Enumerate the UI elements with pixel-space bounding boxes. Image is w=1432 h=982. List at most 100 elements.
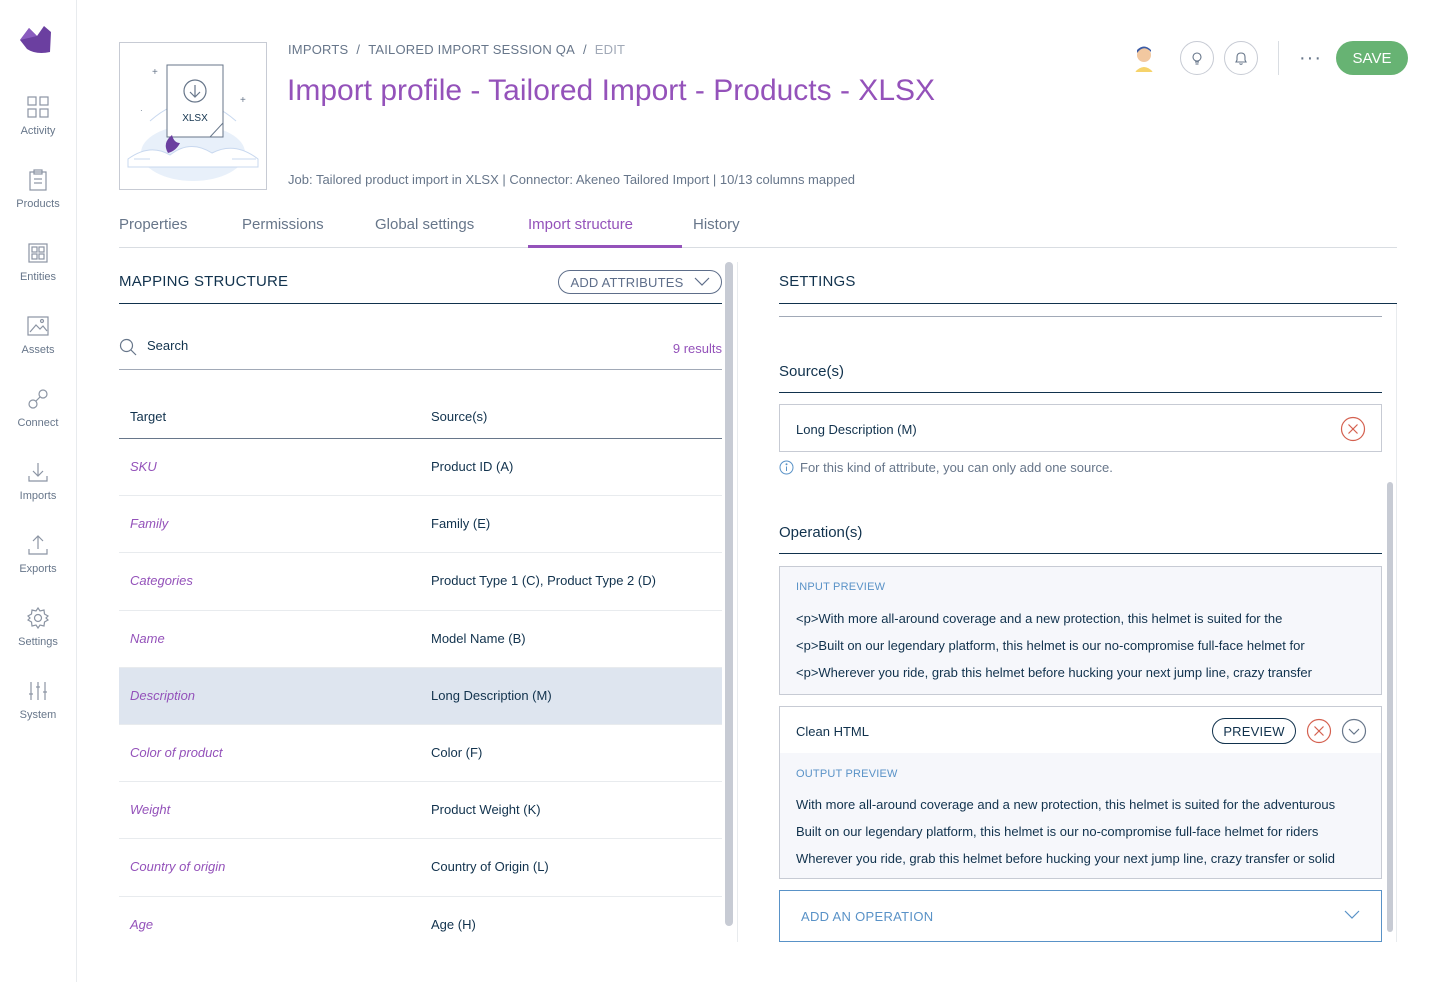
settings-scrollbar[interactable]: [1387, 482, 1393, 932]
akeneo-logo[interactable]: [17, 22, 53, 58]
settings-title: SETTINGS: [779, 273, 856, 290]
mapping-table: Target Source(s) SKU Product ID (A) Famil…: [119, 396, 722, 954]
input-preview-line: <p>Built on our legendary platform, this…: [796, 638, 1305, 653]
source-item: Long Description (M): [779, 404, 1382, 452]
active-tab-indicator: [528, 245, 682, 248]
assets-icon: [27, 316, 49, 336]
results-count: 9 results: [672, 341, 722, 356]
imports-icon: [28, 463, 48, 482]
connect-icon: [28, 389, 48, 409]
more-options-button[interactable]: ···: [1299, 47, 1322, 69]
input-preview-title: INPUT PREVIEW: [796, 581, 886, 593]
remove-operation-icon[interactable]: [1306, 718, 1332, 744]
table-row[interactable]: Country of origin Country of Origin (L): [119, 839, 722, 897]
tab-permissions[interactable]: Permissions: [242, 216, 324, 233]
input-preview-line: <p>With more all-around coverage and a n…: [796, 611, 1283, 626]
search-icon: [119, 338, 137, 356]
page-subtitle: Job: Tailored product import in XLSX | C…: [288, 172, 856, 187]
settings-scroll-track: [1396, 304, 1397, 942]
output-preview-title: OUTPUT PREVIEW: [796, 768, 898, 780]
tab-import-structure[interactable]: Import structure: [528, 216, 634, 233]
operations-title: Operation(s): [779, 524, 863, 541]
tab-bar: Properties Permissions Global settings I…: [119, 208, 1397, 248]
products-icon: [29, 169, 47, 191]
row-target: Country of origin: [130, 859, 226, 875]
operation-label: Clean HTML: [796, 724, 869, 739]
row-source: Family (E): [431, 516, 491, 532]
sidebar-item-label: Assets: [21, 344, 55, 356]
source-label: Long Description (M): [796, 422, 917, 437]
breadcrumb: IMPORTS / TAILORED IMPORT SESSION QA / EDIT: [288, 42, 626, 57]
row-target: Name: [130, 630, 165, 646]
sidebar-item-label: Connect: [17, 417, 59, 429]
sidebar-item-entities[interactable]: Entities: [0, 242, 76, 302]
sources-title: Source(s): [779, 363, 845, 380]
mapping-scrollbar[interactable]: [725, 262, 733, 926]
row-target: Family: [130, 516, 169, 532]
column-header-target: Target: [130, 409, 167, 424]
breadcrumb-imports[interactable]: IMPORTS: [288, 42, 349, 57]
remove-source-icon[interactable]: [1340, 416, 1366, 442]
mapping-structure-title: MAPPING STRUCTURE: [119, 273, 289, 290]
table-row-selected[interactable]: Description Long Description (M): [119, 667, 722, 725]
header-actions: ··· SAVE: [1128, 40, 1408, 76]
input-preview-line: <p>Wherever you ride, grab this helmet b…: [796, 665, 1312, 680]
sidebar-item-label: Activity: [20, 125, 56, 137]
save-button[interactable]: SAVE: [1336, 41, 1408, 75]
operation-clean-html: Clean HTML PREVIEW: [779, 706, 1382, 754]
sidebar-item-settings[interactable]: Settings: [0, 607, 76, 667]
preview-button[interactable]: PREVIEW: [1212, 718, 1296, 744]
table-row[interactable]: Weight Product Weight (K): [119, 782, 722, 840]
sidebar-item-label: Settings: [18, 636, 58, 648]
table-row[interactable]: Color of product Color (F): [119, 725, 722, 783]
sidebar-item-activity[interactable]: Activity: [0, 96, 76, 156]
sidebar-item-system[interactable]: System: [0, 680, 76, 740]
tab-global-settings[interactable]: Global settings: [375, 216, 475, 233]
chevron-down-icon[interactable]: [1341, 718, 1367, 744]
breadcrumb-current: EDIT: [594, 42, 626, 57]
table-row[interactable]: Categories Product Type 1 (C), Product Ty…: [119, 553, 722, 611]
breadcrumb-session[interactable]: TAILORED IMPORT SESSION QA: [368, 42, 575, 57]
tab-properties[interactable]: Properties: [119, 216, 188, 233]
helper-text: For this kind of attribute, you can only…: [800, 460, 1113, 475]
table-row[interactable]: Family Family (E): [119, 496, 722, 554]
activity-icon: [27, 96, 49, 118]
settings-icon: [27, 607, 49, 629]
sidebar-item-label: System: [19, 709, 57, 721]
exports-icon: [28, 535, 48, 555]
table-row[interactable]: Name Model Name (B): [119, 611, 722, 668]
tips-button[interactable]: [1180, 41, 1215, 75]
sidebar-item-connect[interactable]: Connect: [0, 388, 76, 448]
sidebar-item-label: Products: [16, 198, 60, 210]
add-attributes-button[interactable]: ADD ATTRIBUTES: [558, 270, 722, 294]
table-row[interactable]: Age Age (H): [119, 897, 722, 954]
search-input[interactable]: [147, 338, 597, 353]
sidebar-item-assets[interactable]: Assets: [0, 315, 76, 375]
row-source: Country of Origin (L): [431, 859, 549, 875]
info-icon: [779, 460, 794, 475]
row-target: Weight: [130, 802, 171, 818]
svg-text:·: ·: [140, 106, 143, 115]
chevron-down-icon: [694, 277, 709, 286]
row-target: SKU: [130, 459, 157, 474]
sidebar-item-imports[interactable]: Imports: [0, 461, 76, 521]
sidebar-item-exports[interactable]: Exports: [0, 534, 76, 594]
svg-text:+: +: [152, 67, 158, 78]
output-preview-line: With more all-around coverage and a new …: [796, 797, 1336, 812]
xlsx-file-illustration: XLSX + + ·: [127, 64, 259, 181]
thumbnail-label: XLSX: [182, 113, 208, 124]
add-operation-dropdown[interactable]: ADD AN OPERATION: [779, 890, 1382, 942]
sidebar-item-products[interactable]: Products: [0, 169, 76, 229]
output-preview-line: Built on our legendary platform, this he…: [796, 824, 1319, 839]
tab-history[interactable]: History: [693, 216, 740, 233]
source-helper: For this kind of attribute, you can only…: [779, 460, 1113, 475]
row-source: Color (F): [431, 744, 483, 760]
user-avatar[interactable]: [1128, 42, 1161, 74]
main-sidebar: Activity Products Entities Assets Connec…: [0, 0, 77, 982]
add-operation-label: ADD AN OPERATION: [801, 909, 934, 924]
add-attributes-label: ADD ATTRIBUTES: [570, 274, 684, 290]
panel-divider: [737, 262, 738, 942]
table-row[interactable]: SKU Product ID (A): [119, 439, 722, 497]
table-header: Target Source(s): [119, 396, 722, 439]
notifications-button[interactable]: [1224, 41, 1259, 75]
